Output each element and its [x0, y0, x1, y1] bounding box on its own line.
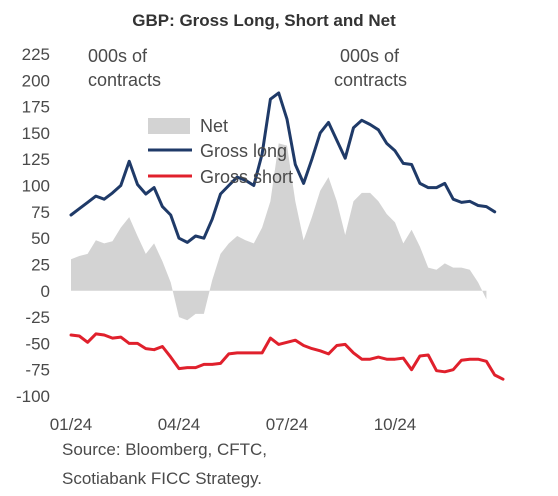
series-line-gross-long	[69, 91, 497, 244]
legend: Net Gross long Gross short	[148, 116, 293, 187]
x-tick-label: 04/24	[158, 415, 201, 434]
y-tick-label: -100	[16, 387, 50, 406]
series-area-net	[71, 143, 487, 321]
y-tick-label: 25	[31, 255, 50, 274]
legend-label-net: Net	[200, 116, 228, 136]
y-tick-label: 50	[31, 229, 50, 248]
x-tick-label: 10/24	[374, 415, 417, 434]
y-tick-label: -75	[25, 361, 50, 380]
y-tick-label: 175	[22, 98, 50, 117]
chart-title: GBP: Gross Long, Short and Net	[132, 11, 396, 30]
y-tick-label: -50	[25, 334, 50, 353]
source-line-1: Source: Bloomberg, CFTC,	[62, 440, 267, 459]
unit-label-left-line-2: contracts	[88, 70, 161, 90]
series-line-gross-short	[69, 332, 505, 381]
plot-area	[69, 91, 505, 381]
unit-label-right-line-2: contracts	[334, 70, 407, 90]
y-tick-label: 200	[22, 71, 50, 90]
x-axis: 01/24 04/24 07/24 10/24	[50, 415, 417, 434]
y-tick-label: 150	[22, 124, 50, 143]
y-axis: 225 200 175 150 125 100 75 50 25 0 -25 -50 -75 -100	[16, 45, 50, 406]
y-tick-label: 100	[22, 177, 50, 196]
x-tick-label: 07/24	[266, 415, 309, 434]
source-line-2: Scotiabank FICC Strategy.	[62, 469, 262, 488]
unit-label-left-line-1: 000s of	[88, 46, 148, 66]
unit-label-right-line-1: 000s of	[340, 46, 400, 66]
y-tick-label: 125	[22, 150, 50, 169]
legend-swatch-net	[148, 118, 190, 134]
y-tick-label: 225	[22, 45, 50, 64]
x-tick-label: 01/24	[50, 415, 93, 434]
y-tick-label: -25	[25, 308, 50, 327]
legend-label-gross-short: Gross short	[200, 167, 293, 187]
legend-label-gross-long: Gross long	[200, 141, 287, 161]
y-tick-label: 75	[31, 203, 50, 222]
y-tick-label: 0	[41, 282, 50, 301]
